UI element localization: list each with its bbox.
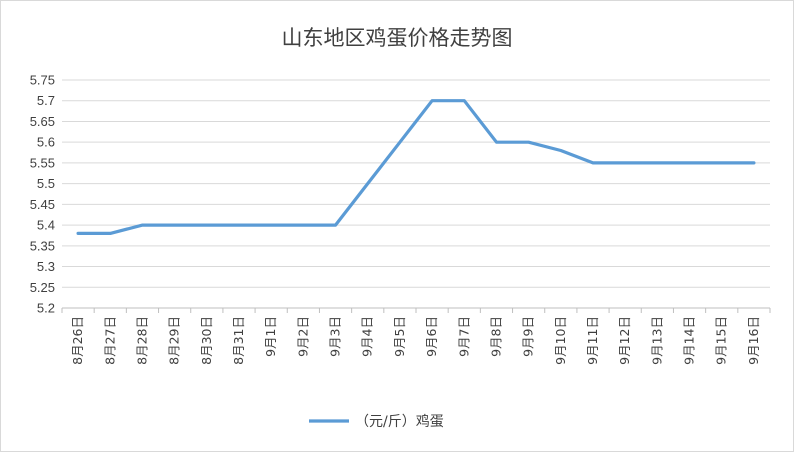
y-tick-label: 5.65 [30,114,55,129]
x-tick-label: 9月1日 [263,316,278,357]
y-axis: 5.2 5.25 5.3 5.35 5.4 5.45 5.5 5.55 5.6 5.65 5.7 5.… [30,73,55,316]
y-tick-label: 5.2 [37,301,55,316]
x-tick-label: 9月7日 [456,316,471,357]
x-tick-label: 9月9日 [521,316,536,357]
y-tick-label: 5.3 [37,259,55,274]
x-tick-label: 9月6日 [424,316,439,357]
y-tick-label: 5.55 [30,155,55,170]
legend: （元/斤）鸡蛋 [309,413,444,430]
y-tick-label: 5.35 [30,238,55,253]
series-line [76,99,756,235]
x-tick-label: 9月13日 [649,316,664,365]
x-axis: 8月26日 8月27日 8月28日 8月29日 8月30日 8月31日 9月1日 9月2日 9月… [61,307,771,365]
y-tick-label: 5.6 [37,135,55,150]
x-tick-label: 9月14日 [682,316,697,365]
y-tick-label: 5.7 [37,93,55,108]
series-layer [76,99,756,235]
y-tick-label: 5.5 [37,176,55,191]
gridlines [62,79,770,309]
x-tick-label: 8月31日 [231,316,246,365]
x-tick-label: 9月5日 [392,316,407,357]
x-tick-label: 8月27日 [102,316,117,365]
y-tick-label: 5.75 [30,73,55,88]
x-tick-label: 8月30日 [199,316,214,365]
x-tick-label: 9月12日 [617,316,632,365]
x-tick-label: 9月15日 [714,316,729,365]
legend-label: （元/斤）鸡蛋 [355,413,444,430]
y-tick-label: 5.4 [37,218,55,233]
x-tick-label: 9月8日 [488,316,503,357]
x-tick-label: 9月4日 [360,316,375,357]
x-tick-label: 8月28日 [134,316,149,365]
x-tick-label: 9月3日 [328,316,343,357]
x-tick-label: 9月2日 [295,316,310,357]
chart-title: 山东地区鸡蛋价格走势图 [282,26,513,50]
y-tick-label: 5.45 [30,197,55,212]
x-tick-label: 9月11日 [585,316,600,365]
x-tick-label: 8月26日 [70,316,85,365]
x-tick-label: 8月29日 [167,316,182,365]
x-tick-label: 9月16日 [746,316,761,365]
x-tick-label: 9月10日 [553,316,568,365]
y-tick-label: 5.25 [30,280,55,295]
